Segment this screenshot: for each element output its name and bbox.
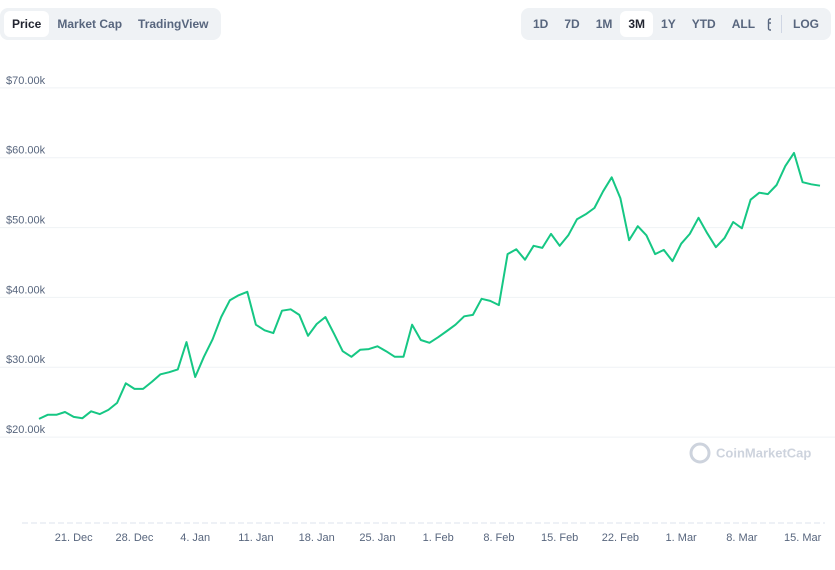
toolbar-button[interactable]: Price xyxy=(4,11,50,37)
x-tick-label: 8. Mar xyxy=(726,532,758,544)
x-tick-label: 18. Jan xyxy=(299,532,335,544)
y-tick-label: $40.00k xyxy=(6,284,46,296)
watermark-text: CoinMarketCap xyxy=(716,445,811,460)
x-tick-label: 15. Mar xyxy=(784,532,822,544)
x-tick-label: 21. Dec xyxy=(55,532,93,544)
toolbar-button[interactable]: 1M xyxy=(595,17,613,31)
toolbar-button[interactable]: 7D xyxy=(564,17,580,31)
x-tick-label: 11. Jan xyxy=(238,532,273,544)
y-tick-label: $30.00k xyxy=(6,354,46,366)
x-tick-label: 1. Feb xyxy=(423,532,454,544)
y-tick-label: $70.00k xyxy=(6,75,46,87)
log-button[interactable]: LOG xyxy=(793,17,819,31)
price-line xyxy=(38,151,821,420)
x-tick-label: 4. Jan xyxy=(180,532,210,544)
toolbar-button[interactable]: YTD xyxy=(691,17,716,31)
x-tick-label: 8. Feb xyxy=(483,532,514,544)
toolbar-button[interactable]: ALL xyxy=(731,17,756,31)
x-tick-label: 28. Dec xyxy=(115,532,153,544)
toolbar-button[interactable]: 1Y xyxy=(661,17,676,31)
toolbar-button[interactable]: 3M xyxy=(620,11,654,37)
x-tick-label: 15. Feb xyxy=(541,532,578,544)
calendar-icon[interactable] xyxy=(767,16,771,32)
x-tick-label: 1. Mar xyxy=(666,532,698,544)
x-tick-label: 25. Jan xyxy=(359,532,395,544)
y-tick-label: $20.00k xyxy=(6,424,46,436)
toolbar-button[interactable]: TradingView xyxy=(138,17,209,31)
y-tick-label: $50.00k xyxy=(6,215,46,227)
range-group: 1D 7D 1M 3M 1Y YTD ALL LOG xyxy=(521,8,831,40)
toolbar-button[interactable]: 1D xyxy=(533,17,549,31)
tab-group: Price Market Cap TradingView xyxy=(0,8,221,40)
watermark: CoinMarketCap xyxy=(689,442,811,464)
x-tick-label: 22. Feb xyxy=(602,532,639,544)
y-tick-label: $60.00k xyxy=(6,145,46,157)
toolbar-button[interactable]: Market Cap xyxy=(57,17,123,31)
